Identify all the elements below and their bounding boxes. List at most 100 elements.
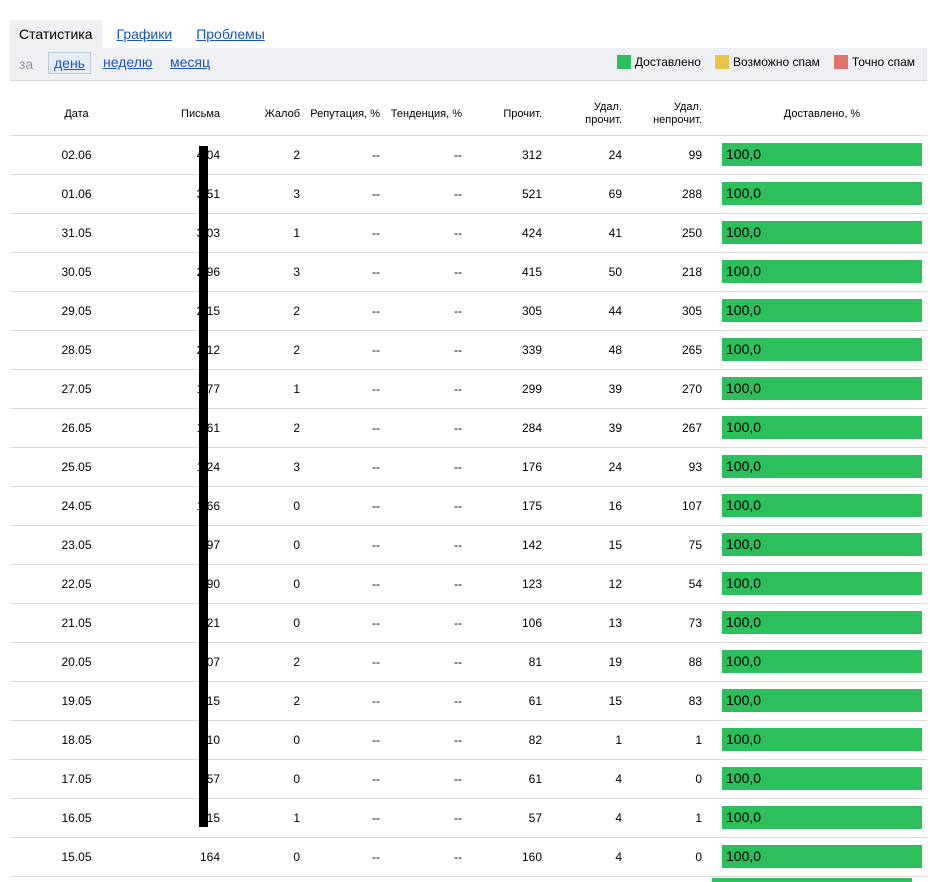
cell-letters: 1 66 (196, 499, 220, 513)
cell-deleted-unread: 0 (695, 772, 702, 786)
col-delivered: Доставлено, % (783, 107, 861, 120)
table-row: 29.05 2 15 2 -- -- 305 44 305 100,0 (10, 292, 927, 331)
legend-maybe-spam-label: Возможно спам (732, 55, 820, 69)
cell-deleted-unread: 250 (681, 226, 702, 240)
cell-date: 18.05 (61, 733, 92, 747)
table-row: 16.05 15 1 -- -- 57 4 1 100,0 (10, 799, 927, 838)
tab-problems[interactable]: Проблемы (196, 26, 265, 42)
cell-read: 123 (521, 577, 542, 591)
cell-deleted-read: 39 (608, 382, 622, 396)
delivered-bar: 100,0 (722, 182, 922, 205)
cell-deleted-read: 41 (608, 226, 622, 240)
cell-letters: 2 96 (196, 265, 220, 279)
table-row: 26.05 1 61 2 -- -- 284 39 267 100,0 (10, 409, 927, 448)
period-day-button[interactable]: день (48, 52, 91, 74)
col-read: Прочит. (503, 107, 542, 120)
cell-trend: -- (454, 460, 462, 474)
cell-read: 175 (521, 499, 542, 513)
cell-date: 31.05 (61, 226, 92, 240)
table-row: 25.05 1 24 3 -- -- 176 24 93 100,0 (10, 448, 927, 487)
table-row: 30.05 2 96 3 -- -- 415 50 218 100,0 (10, 253, 927, 292)
delivered-bar: 100,0 (722, 143, 922, 166)
cell-letters: 1 24 (196, 460, 220, 474)
delivered-bar: 100,0 (722, 377, 922, 400)
cell-trend: -- (454, 694, 462, 708)
period-week-button[interactable]: неделю (103, 54, 153, 70)
table-row: 01.06 3 51 3 -- -- 521 69 288 100,0 (10, 175, 927, 214)
col-trend: Тенденция, % (390, 107, 462, 120)
cell-deleted-unread: 1 (695, 811, 702, 825)
cell-complaints: 3 (293, 265, 300, 279)
cell-trend: -- (454, 304, 462, 318)
delivered-bar: 100,0 (722, 221, 922, 244)
cell-letters: 2 15 (196, 304, 220, 318)
table-row: 23.05 97 0 -- -- 142 15 75 100,0 (10, 526, 927, 565)
cell-deleted-unread: 265 (681, 343, 702, 357)
cell-deleted-unread: 75 (688, 538, 702, 552)
cell-deleted-read: 4 (615, 772, 622, 786)
delivered-bar: 100,0 (722, 845, 922, 868)
cell-letters: 4 04 (196, 148, 220, 162)
cell-reputation: -- (372, 382, 380, 396)
maybe-spam-swatch-icon (714, 55, 729, 69)
cell-deleted-read: 12 (608, 577, 622, 591)
cell-reputation: -- (372, 499, 380, 513)
cell-deleted-read: 19 (608, 655, 622, 669)
cell-complaints: 2 (293, 304, 300, 318)
cell-deleted-unread: 305 (681, 304, 702, 318)
cell-date: 19.05 (61, 694, 92, 708)
cell-deleted-unread: 1 (695, 733, 702, 747)
tab-statistics[interactable]: Статистика (10, 20, 102, 48)
cell-trend: -- (454, 226, 462, 240)
tab-charts[interactable]: Графики (116, 26, 173, 42)
cell-read: 57 (528, 811, 542, 825)
cell-date: 24.05 (61, 499, 92, 513)
cell-trend: -- (454, 187, 462, 201)
cell-deleted-read: 24 (608, 148, 622, 162)
cell-reputation: -- (372, 460, 380, 474)
cell-complaints: 1 (293, 811, 300, 825)
delivered-bar: 100,0 (722, 416, 922, 439)
cell-date: 17.05 (61, 772, 92, 786)
cell-deleted-unread: 267 (681, 421, 702, 435)
cell-trend: -- (454, 421, 462, 435)
table-row: 27.05 1 77 1 -- -- 299 39 270 100,0 (10, 370, 927, 409)
cell-deleted-unread: 93 (688, 460, 702, 474)
legend-spam: Точно спам (833, 55, 915, 69)
cell-deleted-read: 50 (608, 265, 622, 279)
table-row: 15.05 164 0 -- -- 160 4 0 100,0 (10, 838, 927, 877)
cell-reputation: -- (372, 850, 380, 864)
legend-delivered: Доставлено (616, 55, 701, 69)
cell-complaints: 0 (293, 850, 300, 864)
delivered-swatch-icon (616, 55, 631, 69)
cell-date: 26.05 (61, 421, 92, 435)
cell-reputation: -- (372, 343, 380, 357)
table-row: 21.05 21 0 -- -- 106 13 73 100,0 (10, 604, 927, 643)
delivered-bar: 100,0 (722, 260, 922, 283)
cell-letters: 1 77 (196, 382, 220, 396)
cell-letters: 90 (206, 577, 220, 591)
period-label: за (19, 56, 34, 72)
cell-read: 424 (521, 226, 542, 240)
cell-deleted-unread: 0 (695, 850, 702, 864)
cell-reputation: -- (372, 538, 380, 552)
cell-trend: -- (454, 265, 462, 279)
cell-letters: 164 (199, 850, 220, 864)
cell-read: 61 (528, 694, 542, 708)
cell-letters: 3 03 (196, 226, 220, 240)
cell-complaints: 1 (293, 226, 300, 240)
cell-complaints: 2 (293, 655, 300, 669)
delivered-bar: 100,0 (722, 299, 922, 322)
cell-reputation: -- (372, 304, 380, 318)
cell-read: 339 (521, 343, 542, 357)
redaction-bar (199, 146, 208, 827)
cell-date: 16.05 (61, 811, 92, 825)
cell-trend: -- (454, 382, 462, 396)
cell-read: 521 (521, 187, 542, 201)
cell-reputation: -- (372, 772, 380, 786)
period-month-button[interactable]: месяц (170, 54, 211, 70)
cell-date: 15.05 (61, 850, 92, 864)
cell-trend: -- (454, 499, 462, 513)
cell-deleted-unread: 73 (688, 616, 702, 630)
col-date: Дата (64, 107, 89, 120)
